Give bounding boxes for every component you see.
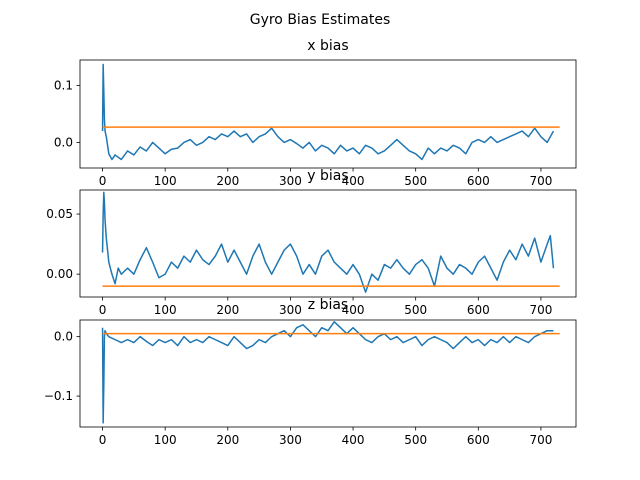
x-tick-label: 400 bbox=[342, 174, 365, 188]
axes-frame bbox=[79, 189, 577, 298]
x-tick-label: 0 bbox=[99, 174, 107, 188]
figure-suptitle: Gyro Bias Estimates bbox=[250, 12, 391, 28]
x-tick-label: 600 bbox=[467, 174, 490, 188]
x-tick-label: 200 bbox=[216, 303, 239, 317]
x-tick-label: 300 bbox=[279, 174, 302, 188]
x-tick-label: 700 bbox=[529, 174, 552, 188]
y-tick-label: 0.05 bbox=[46, 207, 73, 221]
x-tick-label: 300 bbox=[279, 433, 302, 447]
subplot-title: y bias bbox=[307, 168, 348, 184]
y-tick-label: 0.0 bbox=[54, 330, 73, 344]
subplot-x-bias: 0 100 200 300 400 500 600 700 0.0 0.1 x bias bbox=[54, 38, 577, 188]
series-line-estimate bbox=[101, 321, 554, 424]
x-tick-label: 500 bbox=[404, 433, 427, 447]
x-tick-label: 200 bbox=[216, 433, 239, 447]
x-tick-label: 0 bbox=[99, 433, 107, 447]
x-tick-label: 100 bbox=[154, 433, 177, 447]
x-tick-label: 300 bbox=[279, 303, 302, 317]
series-line-estimate bbox=[101, 191, 555, 293]
y-tick-label: 0.00 bbox=[46, 267, 73, 281]
subplot-title: z bias bbox=[308, 297, 348, 313]
x-tick-label: 0 bbox=[99, 303, 107, 317]
x-tick-label: 400 bbox=[342, 433, 365, 447]
axes-frame bbox=[79, 59, 577, 169]
x-tick-label: 400 bbox=[342, 303, 365, 317]
y-tick-label: 0.0 bbox=[54, 135, 73, 149]
subplot-title: x bias bbox=[307, 38, 348, 54]
axes-frame bbox=[79, 319, 577, 428]
x-tick-label: 700 bbox=[529, 303, 552, 317]
subplot-z-bias: 0 100 200 300 400 500 600 700 −0.1 0.0 z bias bbox=[44, 297, 577, 447]
y-tick-label: 0.1 bbox=[54, 79, 73, 93]
x-tick-label: 600 bbox=[467, 433, 490, 447]
y-tick-label: −0.1 bbox=[44, 389, 73, 403]
x-tick-label: 700 bbox=[529, 433, 552, 447]
x-tick-label: 100 bbox=[154, 174, 177, 188]
x-tick-label: 500 bbox=[404, 174, 427, 188]
x-tick-label: 600 bbox=[467, 303, 490, 317]
subplot-y-bias: 0 100 200 300 400 500 600 700 0.00 0.05 y bias bbox=[46, 168, 577, 317]
x-tick-label: 500 bbox=[404, 303, 427, 317]
x-tick-label: 100 bbox=[154, 303, 177, 317]
x-tick-label: 200 bbox=[216, 174, 239, 188]
series-line-estimate bbox=[101, 63, 555, 161]
